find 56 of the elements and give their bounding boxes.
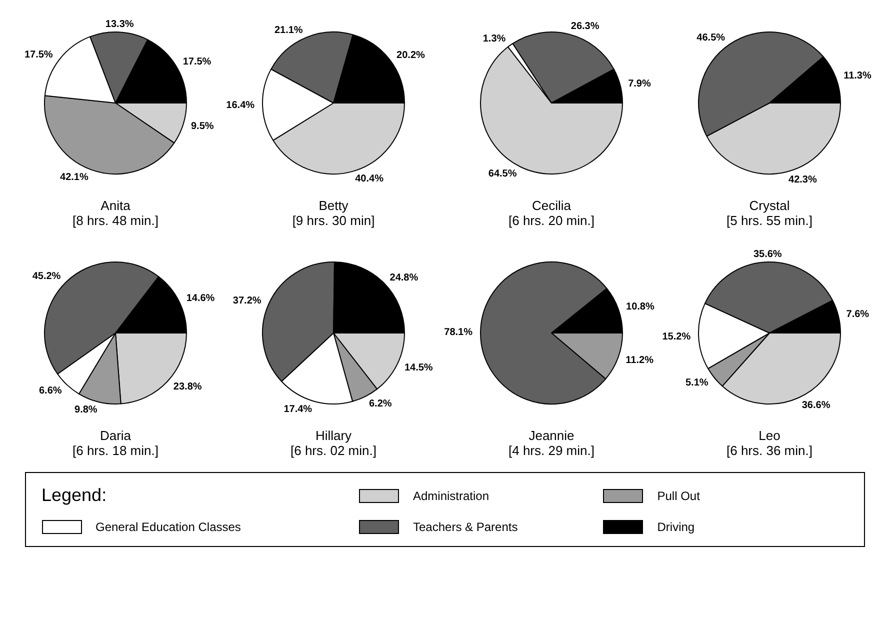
data-label: 10.8% bbox=[626, 301, 654, 312]
data-label: 37.2% bbox=[232, 296, 262, 307]
text: Crystal bbox=[748, 198, 791, 213]
text: [4 hrs. 29 min.] bbox=[508, 443, 596, 458]
data-label: 23.8% bbox=[173, 381, 202, 392]
data-label: 6.6% bbox=[38, 386, 62, 397]
data-label: 78.1% bbox=[444, 326, 473, 338]
data-label: 36.6% bbox=[802, 400, 830, 411]
data-label: 17.5% bbox=[24, 50, 53, 61]
text: Hillary bbox=[314, 428, 353, 443]
data-label: 17.5% bbox=[182, 56, 212, 68]
data-label: 64.5% bbox=[488, 168, 517, 180]
text: Daria bbox=[98, 428, 132, 443]
data-label: 45.2% bbox=[32, 270, 61, 282]
text: [6 hrs. 36 min.] bbox=[726, 443, 814, 458]
data-label: 7.6% bbox=[846, 309, 870, 320]
data-label: 1.3% bbox=[482, 33, 506, 44]
text: Leo bbox=[758, 428, 782, 443]
text: [9 hrs. 30 min] bbox=[291, 213, 376, 228]
data-label: 42.1% bbox=[60, 172, 88, 183]
data-label: 9.5% bbox=[191, 121, 214, 132]
data-label: 42.3% bbox=[788, 174, 817, 186]
text: [8 hrs. 48 min.] bbox=[72, 213, 160, 228]
data-label: 14.5% bbox=[404, 362, 433, 374]
data-label: 26.3% bbox=[570, 21, 600, 32]
data-label: 13.3% bbox=[105, 18, 134, 30]
text: [6 hrs. 02 min.] bbox=[290, 443, 378, 458]
data-label: 5.1% bbox=[685, 378, 708, 389]
text: [5 hrs. 55 min.] bbox=[726, 213, 814, 228]
data-label: 20.2% bbox=[396, 50, 425, 62]
text: Jeannie bbox=[528, 428, 576, 443]
data-label: 16.4% bbox=[226, 100, 255, 112]
text: Cecilia bbox=[530, 198, 572, 213]
legend-label: General Education Classes bbox=[96, 520, 241, 534]
data-label: 6.2% bbox=[369, 398, 392, 410]
data-label: 9.8% bbox=[74, 404, 98, 416]
text: [6 hrs. 20 min.] bbox=[508, 213, 596, 228]
legend-label: Pull Out bbox=[657, 488, 700, 502]
data-label: 15.2% bbox=[662, 331, 691, 342]
data-label: 35.6% bbox=[753, 248, 782, 260]
text: [6 hrs. 18 min.] bbox=[72, 443, 160, 458]
text: Betty bbox=[318, 198, 350, 213]
data-label: 7.9% bbox=[628, 78, 651, 90]
legend-label: Teachers & Parents bbox=[413, 520, 518, 534]
legend-title: Legend: bbox=[42, 485, 108, 506]
data-label: 14.6% bbox=[186, 292, 215, 304]
data-label: 24.8% bbox=[390, 272, 418, 284]
data-label: 11.2% bbox=[626, 354, 654, 366]
data-label: 40.4% bbox=[355, 174, 384, 185]
data-label: 17.4% bbox=[284, 404, 312, 415]
data-label: 46.5% bbox=[696, 32, 726, 44]
data-label: 11.3% bbox=[844, 70, 872, 82]
data-label: 21.1% bbox=[274, 24, 303, 36]
text: Anita bbox=[100, 198, 132, 213]
legend-label: Administration bbox=[413, 488, 490, 502]
legend-label: Driving bbox=[657, 520, 695, 534]
